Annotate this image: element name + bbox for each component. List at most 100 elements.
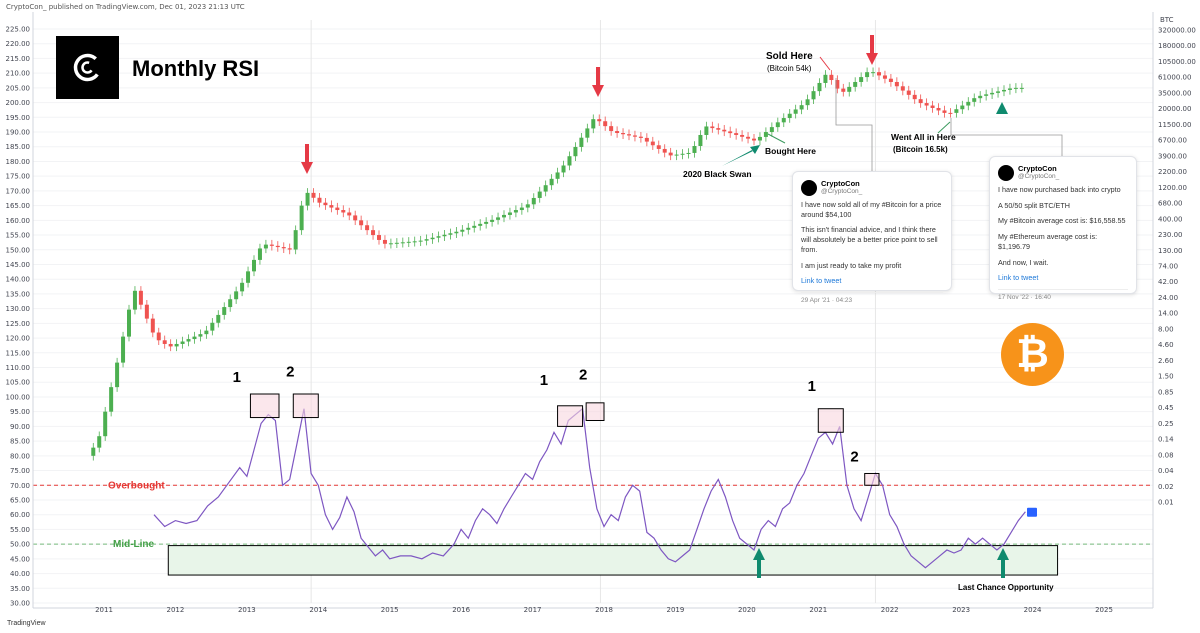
price-candle	[400, 237, 405, 248]
cycle-boxes	[249, 393, 880, 486]
left-tick-label: 90.00	[10, 423, 30, 431]
price-candle	[478, 219, 483, 231]
all-in-price-label: (Bitcoin 16.5k)	[893, 145, 948, 154]
right-tick-label: 400.00	[1158, 215, 1183, 223]
left-tick-label: 210.00	[6, 70, 31, 78]
price-candle	[621, 128, 626, 139]
candle-body	[615, 131, 620, 134]
left-tick-label: 195.00	[6, 114, 31, 122]
candle-body	[1002, 89, 1006, 92]
tweet-avatar	[801, 180, 817, 196]
candle-body	[293, 230, 298, 250]
candle-body	[424, 239, 429, 241]
candle-body	[323, 202, 328, 206]
candle-body	[252, 259, 256, 272]
right-tick-label: 14.00	[1158, 310, 1178, 318]
price-candle	[805, 94, 810, 110]
price-candle	[121, 331, 126, 368]
price-candle	[960, 100, 965, 114]
price-candle	[531, 193, 536, 210]
price-candles	[91, 67, 1024, 461]
x-tick-label: 2020	[738, 606, 756, 614]
price-candle	[888, 74, 893, 87]
candle-body	[805, 99, 810, 106]
rsi-zones: Overbought Mid-Line	[33, 480, 1153, 576]
tweet-card-sold[interactable]: CryptoCon @CryptoCon_ I have now sold al…	[792, 171, 952, 304]
price-candle	[448, 228, 453, 240]
price-candle	[722, 125, 727, 137]
price-candle	[377, 230, 381, 245]
price-candle	[127, 304, 131, 342]
price-candle	[1007, 83, 1012, 95]
candle-body	[984, 94, 989, 96]
price-candle	[632, 130, 637, 142]
candle-body	[359, 220, 364, 226]
candle-body	[877, 72, 881, 76]
right-tick-label: 1.50	[1158, 373, 1174, 381]
price-candle	[502, 210, 506, 223]
tweet-text-line: I am just ready to take my profit	[801, 260, 902, 270]
cycle-label: 2	[579, 366, 587, 383]
candle-body	[138, 290, 143, 305]
right-tick-label: 6700.00	[1158, 137, 1187, 145]
sold-price-label: (Bitcoin 54k)	[767, 64, 812, 73]
bought-pointer-line	[767, 133, 786, 144]
cycle-label: 1	[233, 369, 241, 386]
right-tick-label: 1200.00	[1158, 184, 1187, 192]
candle-body	[978, 95, 983, 99]
tweet-link[interactable]: Link to tweet	[801, 276, 842, 286]
right-tick-label: 20000.00	[1158, 105, 1191, 113]
tweet-link[interactable]: Link to tweet	[998, 273, 1039, 283]
price-candle	[365, 220, 370, 235]
black-swan-label: 2020 Black Swan	[683, 169, 752, 179]
price-candle	[186, 334, 191, 347]
tweet-card-bought[interactable]: CryptoCon @CryptoCon_ I have now purchas…	[989, 156, 1137, 301]
red-arrow-down-icon	[866, 35, 878, 65]
price-candle	[132, 286, 137, 315]
candle-body	[841, 88, 846, 92]
red-arrow-down-icon	[301, 144, 313, 174]
left-tick-label: 55.00	[10, 526, 30, 534]
left-tick-label: 145.00	[6, 261, 31, 269]
candle-body	[382, 239, 387, 244]
left-tick-label: 45.00	[10, 555, 30, 563]
price-candle	[234, 286, 239, 304]
price-candle	[228, 294, 233, 312]
price-candle	[882, 70, 887, 84]
right-tick-label: 4.60	[1158, 341, 1174, 349]
candle-body	[275, 245, 280, 248]
left-tick-label: 225.00	[6, 26, 31, 34]
price-candle	[865, 67, 870, 82]
candle-body	[662, 148, 667, 153]
cycle-box	[292, 393, 319, 419]
price-candle	[793, 104, 798, 119]
price-candle	[466, 223, 471, 235]
price-candle	[442, 230, 447, 241]
candle-body	[757, 136, 762, 141]
candle-body	[305, 192, 310, 206]
price-candle	[246, 266, 251, 288]
candle-body	[484, 221, 489, 224]
candle-body	[686, 152, 691, 154]
left-tick-label: 155.00	[6, 232, 31, 240]
left-tick-label: 95.00	[10, 408, 30, 416]
candle-body	[871, 72, 876, 74]
candle-body	[799, 105, 804, 110]
price-candle	[156, 327, 161, 345]
candle-body	[692, 146, 697, 153]
candle-body	[472, 225, 477, 228]
price-candle	[323, 197, 328, 210]
published-header: CryptoCon_ published on TradingView.com,…	[6, 3, 245, 11]
tweet-text-line: And now, I wait.	[998, 257, 1049, 267]
tweet-text-line: I have now purchased back into crypto	[998, 185, 1121, 194]
candle-body	[317, 197, 322, 203]
left-tick-label: 125.00	[6, 320, 31, 328]
price-candle	[835, 75, 840, 94]
left-tick-label: 50.00	[10, 541, 30, 549]
price-candle	[525, 199, 530, 213]
price-candle	[341, 205, 346, 218]
candle-body	[174, 343, 179, 347]
price-candle	[496, 212, 501, 225]
x-tick-label: 2013	[238, 606, 256, 614]
price-candle	[549, 174, 554, 190]
